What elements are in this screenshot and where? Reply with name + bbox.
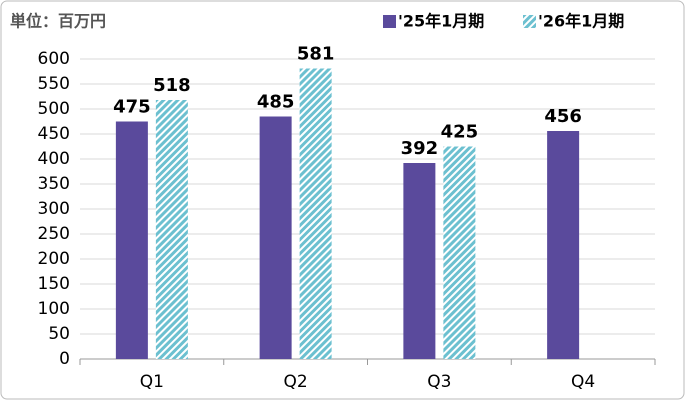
- y-tick-label: 150: [38, 274, 70, 294]
- y-tick-label: 400: [38, 149, 70, 169]
- y-tick-label: 550: [38, 74, 70, 94]
- y-tick-label: 300: [38, 199, 70, 219]
- value-label: 581: [297, 44, 335, 65]
- y-tick-label: 0: [59, 349, 70, 369]
- y-tick-label: 200: [38, 249, 70, 269]
- y-tick-label: 250: [38, 224, 70, 244]
- y-tick-label: 350: [38, 174, 70, 194]
- value-label: 392: [401, 138, 439, 159]
- bar: [443, 146, 476, 359]
- x-tick-label: Q4: [571, 372, 595, 392]
- bar: [547, 131, 580, 359]
- x-tick-label: Q3: [427, 372, 451, 392]
- legend-label: '26年1月期: [538, 12, 624, 31]
- legend-swatch: [383, 15, 396, 28]
- legend-swatch: [523, 15, 536, 28]
- value-label: 485: [257, 92, 295, 113]
- x-tick-label: Q2: [284, 372, 308, 392]
- bar: [299, 68, 332, 359]
- x-tick-label: Q1: [140, 372, 164, 392]
- bar: [155, 100, 188, 359]
- y-tick-label: 500: [38, 99, 70, 119]
- bar: [115, 121, 148, 359]
- bar: [403, 163, 436, 359]
- value-label: 425: [441, 122, 479, 143]
- y-tick-label: 450: [38, 124, 70, 144]
- legend-label: '25年1月期: [398, 12, 484, 31]
- chart-title: 単位：百万円: [10, 12, 106, 31]
- y-tick-label: 50: [48, 324, 70, 344]
- value-label: 456: [544, 106, 582, 127]
- y-tick-label: 100: [38, 299, 70, 319]
- y-tick-label: 600: [38, 49, 70, 69]
- value-label: 518: [153, 75, 191, 96]
- value-label: 475: [113, 97, 151, 118]
- bar: [259, 116, 292, 359]
